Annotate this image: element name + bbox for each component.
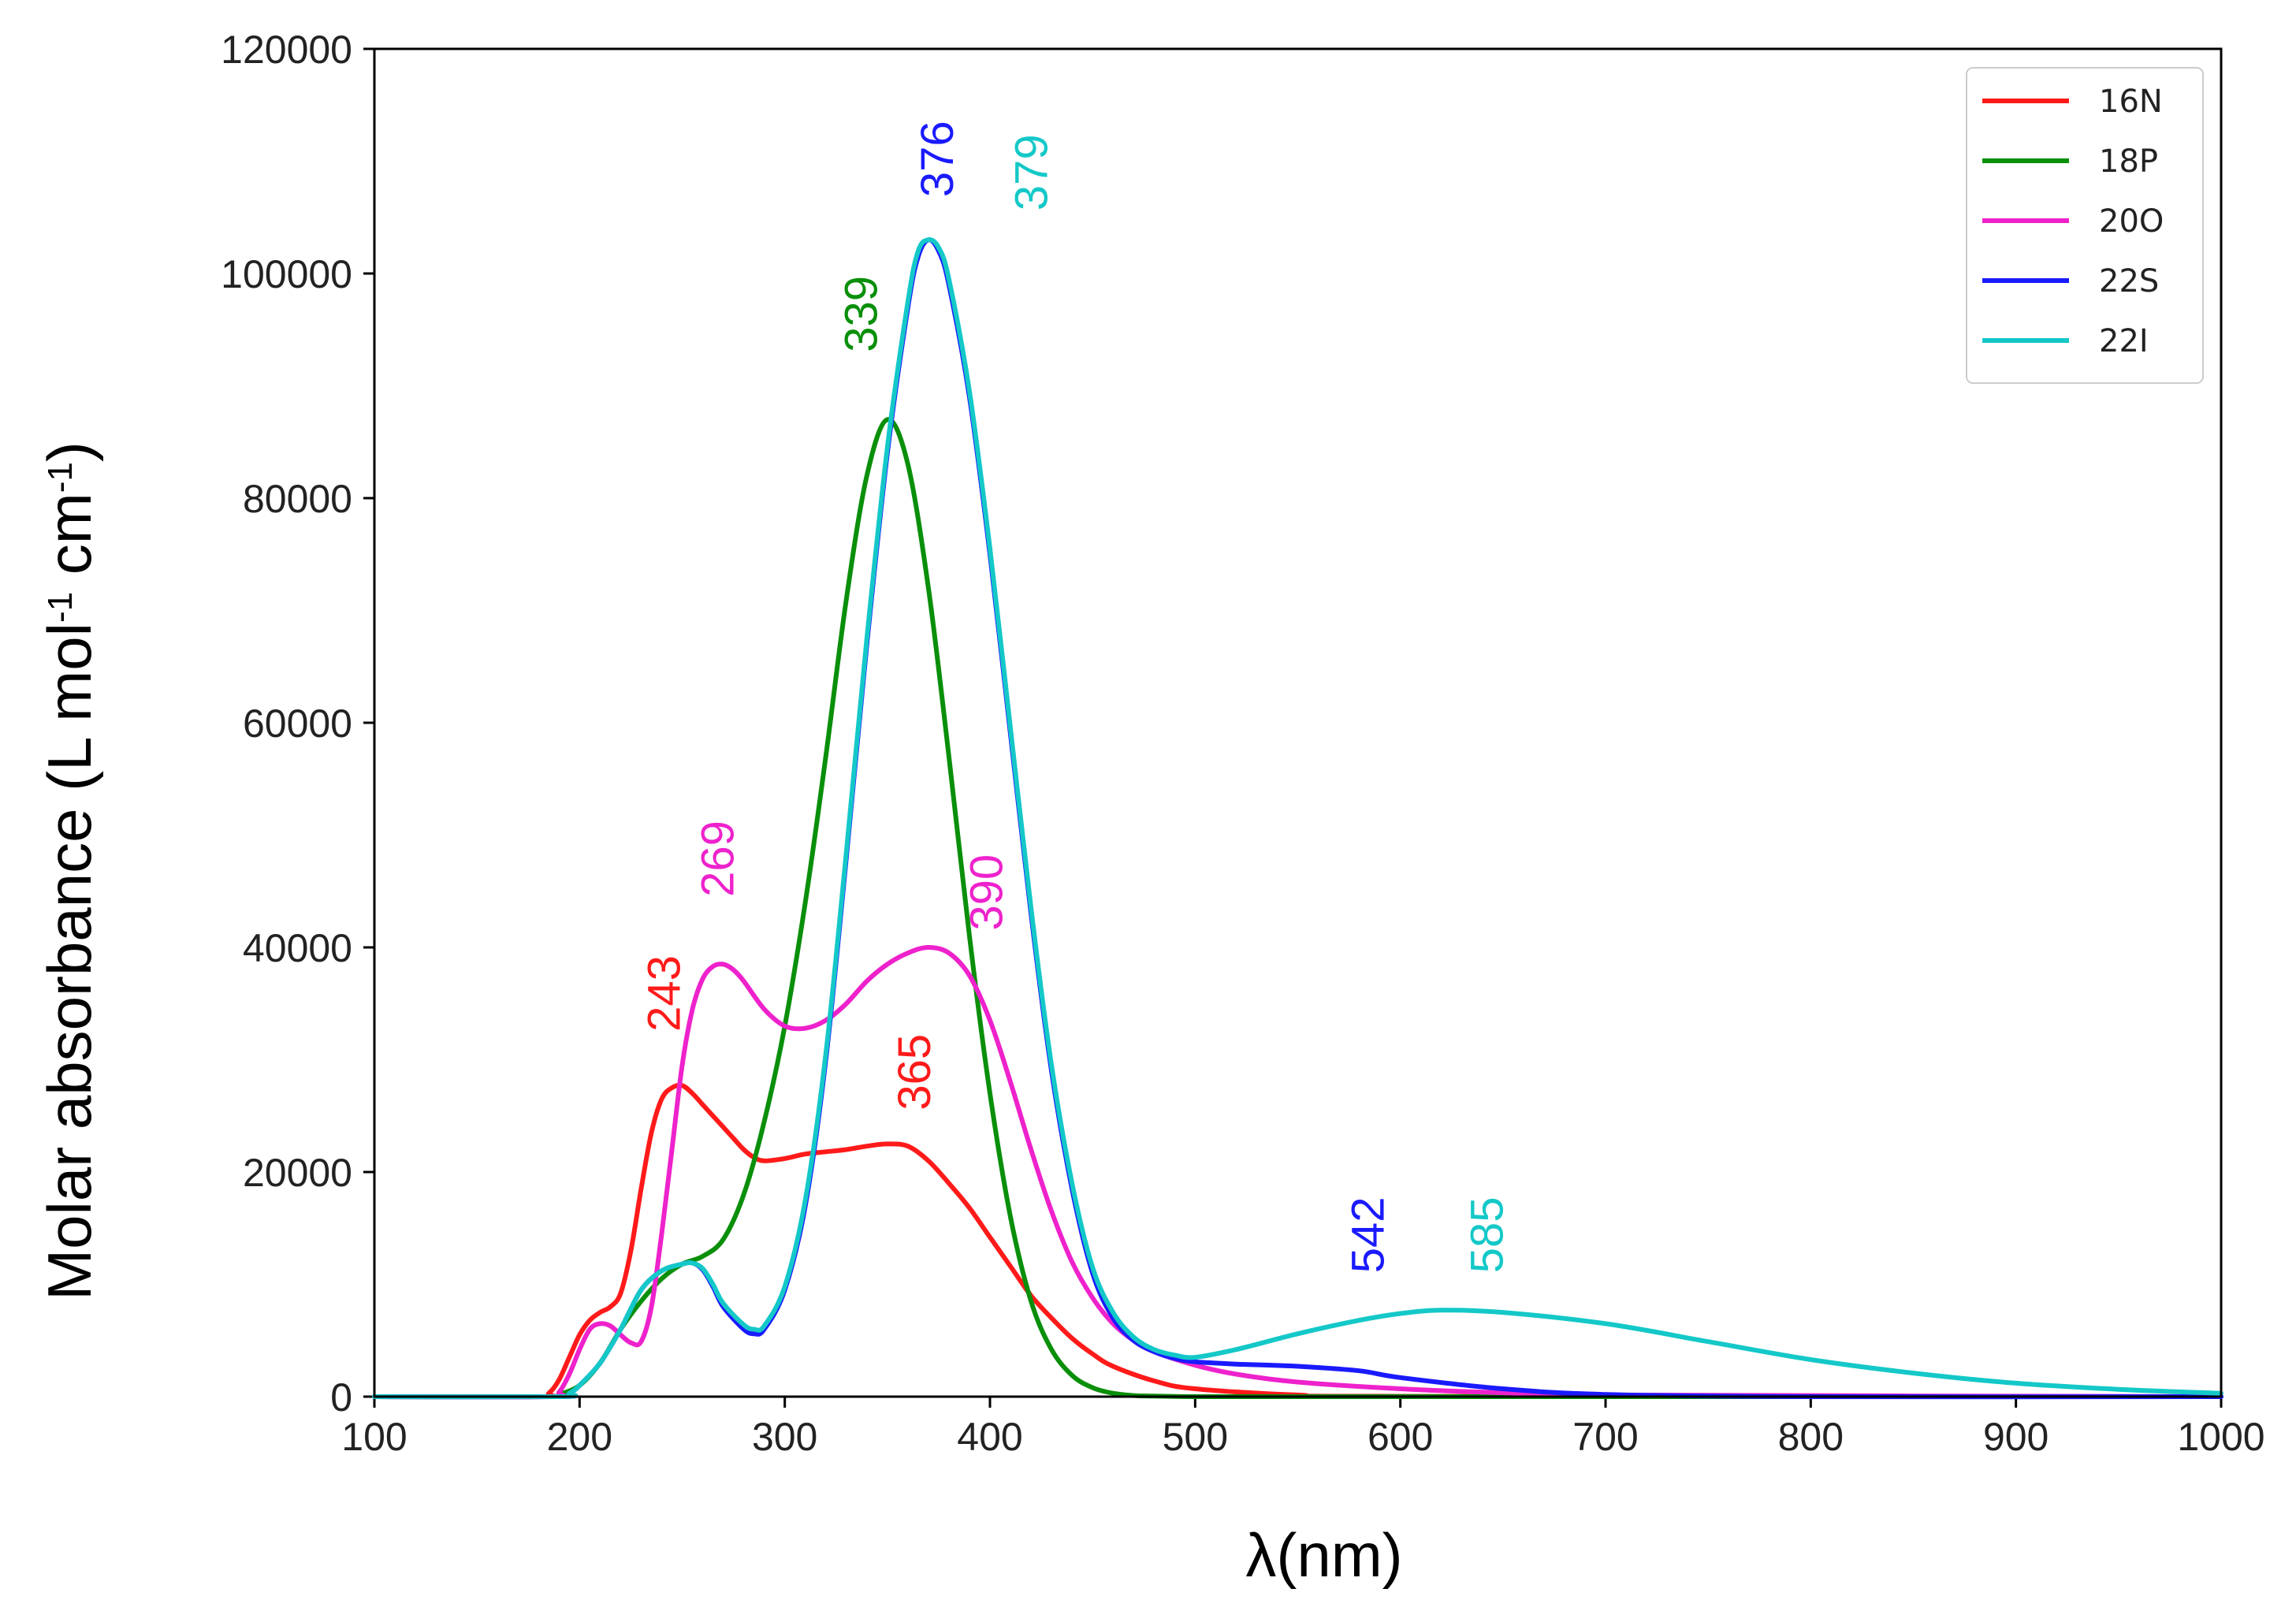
legend-entry: 18P bbox=[2099, 143, 2158, 180]
y-axis-ticks: 0 20000 40000 60000 80000 100000 120000 bbox=[221, 28, 374, 1420]
peak-label: 585 bbox=[1462, 1196, 1513, 1273]
y-tick-label: 80000 bbox=[243, 477, 352, 521]
series-line-18P bbox=[372, 417, 2223, 1400]
x-tick-label: 900 bbox=[1983, 1415, 2049, 1459]
x-tick-label: 1000 bbox=[2177, 1415, 2264, 1459]
peak-label: 390 bbox=[961, 854, 1012, 931]
series-line-20O bbox=[372, 945, 2223, 1400]
y-tick-label: 120000 bbox=[221, 28, 352, 72]
legend-entry: 20O bbox=[2099, 203, 2164, 240]
peak-label: 376 bbox=[912, 121, 963, 197]
series-line-22S bbox=[372, 237, 2223, 1400]
x-tick-label: 400 bbox=[957, 1415, 1022, 1459]
legend-entry: 22I bbox=[2099, 323, 2149, 359]
y-tick-label: 0 bbox=[330, 1375, 352, 1420]
peak-label: 379 bbox=[1007, 134, 1058, 210]
series-line-16N bbox=[372, 1082, 2223, 1400]
x-tick-label: 100 bbox=[341, 1415, 407, 1459]
x-tick-label: 200 bbox=[547, 1415, 612, 1459]
peak-label: 269 bbox=[692, 820, 743, 897]
series-line-22I bbox=[372, 237, 2223, 1400]
peak-label: 243 bbox=[639, 955, 690, 1032]
x-tick-label: 500 bbox=[1163, 1415, 1228, 1459]
y-tick-label: 100000 bbox=[221, 252, 352, 296]
y-axis-label: Molar absorbance (L mol-1 cm-1) bbox=[35, 441, 104, 1300]
plot-frame bbox=[373, 47, 2223, 1398]
peak-label: 542 bbox=[1343, 1196, 1394, 1273]
x-tick-label: 600 bbox=[1368, 1415, 1433, 1459]
legend-entry: 16N bbox=[2099, 84, 2163, 120]
peak-label: 365 bbox=[889, 1034, 940, 1111]
legend: 16N 18P 20O 22S 22I bbox=[1966, 67, 2204, 384]
y-tick-label: 60000 bbox=[243, 701, 352, 746]
legend-box bbox=[1966, 67, 2204, 384]
x-tick-label: 800 bbox=[1778, 1415, 1844, 1459]
x-tick-label: 700 bbox=[1572, 1415, 1638, 1459]
x-axis-ticks: 100 200 300 400 500 600 700 800 900 1000 bbox=[341, 1397, 2265, 1459]
peak-label: 339 bbox=[836, 276, 888, 352]
series-lines bbox=[372, 237, 2223, 1400]
x-tick-label: 300 bbox=[752, 1415, 817, 1459]
legend-entry: 22S bbox=[2099, 263, 2159, 300]
y-tick-label: 40000 bbox=[243, 926, 352, 970]
x-axis-label: λ(nm) bbox=[1245, 1520, 1402, 1590]
y-tick-label: 20000 bbox=[243, 1151, 352, 1195]
peak-annotations: 243 269 339 365 376 379 390 542 585 bbox=[639, 121, 1513, 1273]
